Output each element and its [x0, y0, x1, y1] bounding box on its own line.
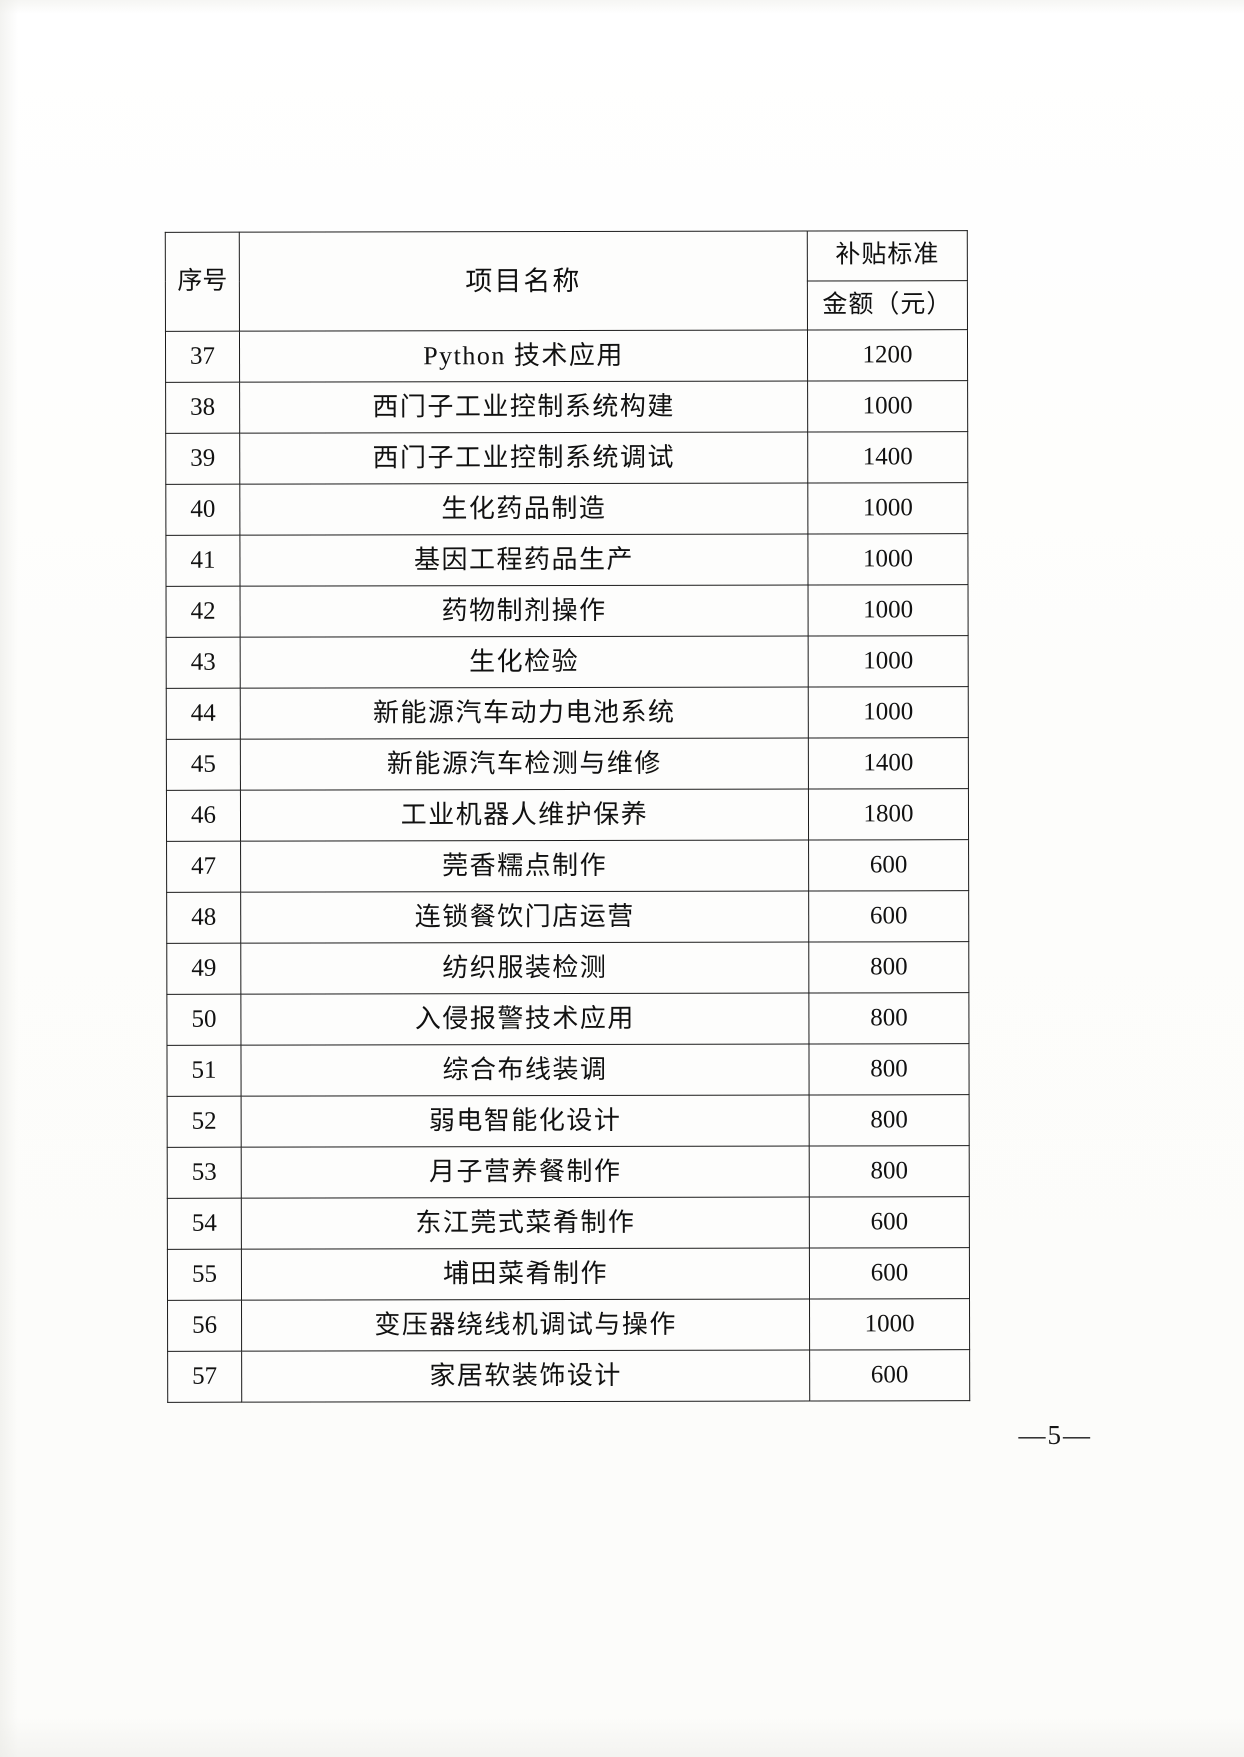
- cell-amount: 800: [808, 992, 969, 1044]
- cell-amount: 800: [808, 941, 969, 993]
- cell-sequence: 41: [165, 535, 241, 587]
- cell-project-name: 变压器绕线机调试与操作: [241, 1298, 810, 1352]
- scan-edge-left: [0, 0, 18, 1757]
- cell-project-name: 药物制剂操作: [240, 584, 809, 638]
- cell-amount: 800: [809, 1145, 970, 1197]
- cell-sequence: 42: [166, 586, 241, 638]
- cell-amount: 1000: [808, 686, 969, 738]
- cell-sequence: 57: [167, 1351, 242, 1403]
- cell-sequence: 46: [166, 790, 241, 842]
- cell-project-name: 西门子工业控制系统构建: [239, 380, 808, 434]
- cell-amount: 1400: [807, 431, 968, 483]
- cell-project-name: 西门子工业控制系统调试: [239, 431, 808, 485]
- table-row: 52 弱电智能化设计 800: [167, 1094, 970, 1148]
- cell-sequence: 45: [166, 739, 241, 791]
- cell-project-name: 新能源汽车检测与维修: [240, 737, 809, 791]
- cell-project-name: 入侵报警技术应用: [240, 992, 809, 1046]
- cell-sequence: 55: [167, 1249, 242, 1301]
- cell-amount: 1400: [808, 737, 969, 789]
- cell-project-name: 生化检验: [240, 635, 809, 689]
- cell-amount: 1200: [807, 329, 968, 381]
- cell-amount: 800: [809, 1094, 970, 1146]
- table-row: 49 纺织服装检测 800: [166, 941, 969, 995]
- cell-amount: 800: [808, 1043, 970, 1095]
- cell-amount: 1000: [809, 1298, 970, 1350]
- table-row: 44 新能源汽车动力电池系统 1000: [166, 686, 969, 740]
- cell-sequence: 49: [166, 943, 241, 995]
- subsidy-table: 序号 项目名称 补贴标准 金额（元） 37 Python 技术应用 1200 38 西门…: [165, 230, 970, 1403]
- table-row: 42 药物制剂操作 1000: [166, 584, 969, 638]
- table-row: 47 莞香糯点制作 600: [166, 839, 969, 893]
- table-row: 56 变压器绕线机调试与操作 1000: [167, 1298, 970, 1352]
- header-row-primary: 序号 项目名称 补贴标准: [165, 230, 968, 332]
- cell-sequence: 53: [167, 1147, 242, 1199]
- cell-sequence: 43: [166, 637, 241, 689]
- cell-project-name: 基因工程药品生产: [239, 533, 809, 587]
- table-row: 57 家居软装饰设计 600: [167, 1349, 970, 1403]
- column-header-project-name: 项目名称: [239, 230, 808, 332]
- cell-amount: 1800: [808, 788, 969, 840]
- page-number: —5—: [1018, 1420, 1092, 1450]
- column-header-amount: 金额（元）: [807, 280, 968, 330]
- cell-project-name: 弱电智能化设计: [241, 1094, 810, 1148]
- cell-amount: 600: [808, 839, 969, 891]
- table-row: 54 东江莞式菜肴制作 600: [167, 1196, 970, 1250]
- cell-sequence: 44: [166, 688, 241, 740]
- cell-project-name: 综合布线装调: [240, 1043, 810, 1097]
- cell-sequence: 38: [165, 382, 240, 434]
- cell-amount: 600: [809, 1349, 970, 1401]
- cell-sequence: 51: [166, 1045, 242, 1097]
- table-row: 46 工业机器人维护保养 1800: [166, 788, 969, 842]
- cell-amount: 1000: [808, 635, 969, 687]
- table-row: 38 西门子工业控制系统构建 1000: [165, 380, 968, 434]
- cell-sequence: 37: [165, 331, 240, 383]
- cell-project-name: 新能源汽车动力电池系统: [240, 686, 809, 740]
- cell-sequence: 48: [166, 892, 241, 944]
- cell-project-name: 连锁餐饮门店运营: [240, 890, 809, 944]
- column-header-subsidy-standard: 补贴标准: [807, 230, 968, 281]
- cell-project-name: 家居软装饰设计: [241, 1349, 810, 1403]
- cell-amount: 600: [809, 1196, 970, 1248]
- table-row: 55 埔田菜肴制作 600: [167, 1247, 970, 1301]
- cell-sequence: 54: [167, 1198, 242, 1250]
- table-row: 48 连锁餐饮门店运营 600: [166, 890, 969, 944]
- cell-sequence: 50: [166, 994, 241, 1046]
- cell-amount: 1000: [807, 533, 969, 585]
- cell-sequence: 47: [166, 841, 241, 893]
- cell-project-name: 生化药品制造: [239, 482, 808, 536]
- table-row: 40 生化药品制造 1000: [165, 482, 968, 536]
- table-row: 37 Python 技术应用 1200: [165, 329, 968, 383]
- cell-project-name: 埔田菜肴制作: [241, 1247, 810, 1301]
- table-row: 43 生化检验 1000: [166, 635, 969, 689]
- subsidy-table-container: 序号 项目名称 补贴标准 金额（元） 37 Python 技术应用 1200 38 西门…: [165, 230, 970, 1403]
- table-header: 序号 项目名称 补贴标准 金额（元）: [165, 230, 968, 332]
- table-row: 41 基因工程药品生产 1000: [165, 533, 969, 587]
- table-row: 53 月子营养餐制作 800: [167, 1145, 970, 1199]
- cell-project-name: 工业机器人维护保养: [240, 788, 809, 842]
- scan-edge-bottom: [0, 1717, 1244, 1757]
- cell-amount: 1000: [808, 584, 969, 636]
- cell-project-name: 月子营养餐制作: [241, 1145, 810, 1199]
- cell-sequence: 52: [167, 1096, 242, 1148]
- column-header-sequence: 序号: [165, 232, 240, 332]
- cell-project-name: 莞香糯点制作: [240, 839, 809, 893]
- table-body: 37 Python 技术应用 1200 38 西门子工业控制系统构建 1000 39 西门子工…: [165, 329, 970, 1403]
- cell-amount: 1000: [807, 380, 968, 432]
- table-row: 50 入侵报警技术应用 800: [166, 992, 969, 1046]
- cell-project-name: 东江莞式菜肴制作: [241, 1196, 810, 1250]
- table-row: 45 新能源汽车检测与维修 1400: [166, 737, 969, 791]
- cell-project-name: 纺织服装检测: [240, 941, 809, 995]
- cell-amount: 600: [809, 1247, 970, 1299]
- scan-edge-top: [0, 0, 1244, 14]
- cell-sequence: 56: [167, 1300, 242, 1352]
- table-row: 51 综合布线装调 800: [166, 1043, 970, 1097]
- cell-sequence: 40: [165, 484, 240, 536]
- table-row: 39 西门子工业控制系统调试 1400: [165, 431, 968, 485]
- cell-amount: 1000: [807, 482, 968, 534]
- cell-sequence: 39: [165, 433, 240, 485]
- cell-amount: 600: [808, 890, 969, 942]
- cell-project-name: Python 技术应用: [239, 329, 808, 383]
